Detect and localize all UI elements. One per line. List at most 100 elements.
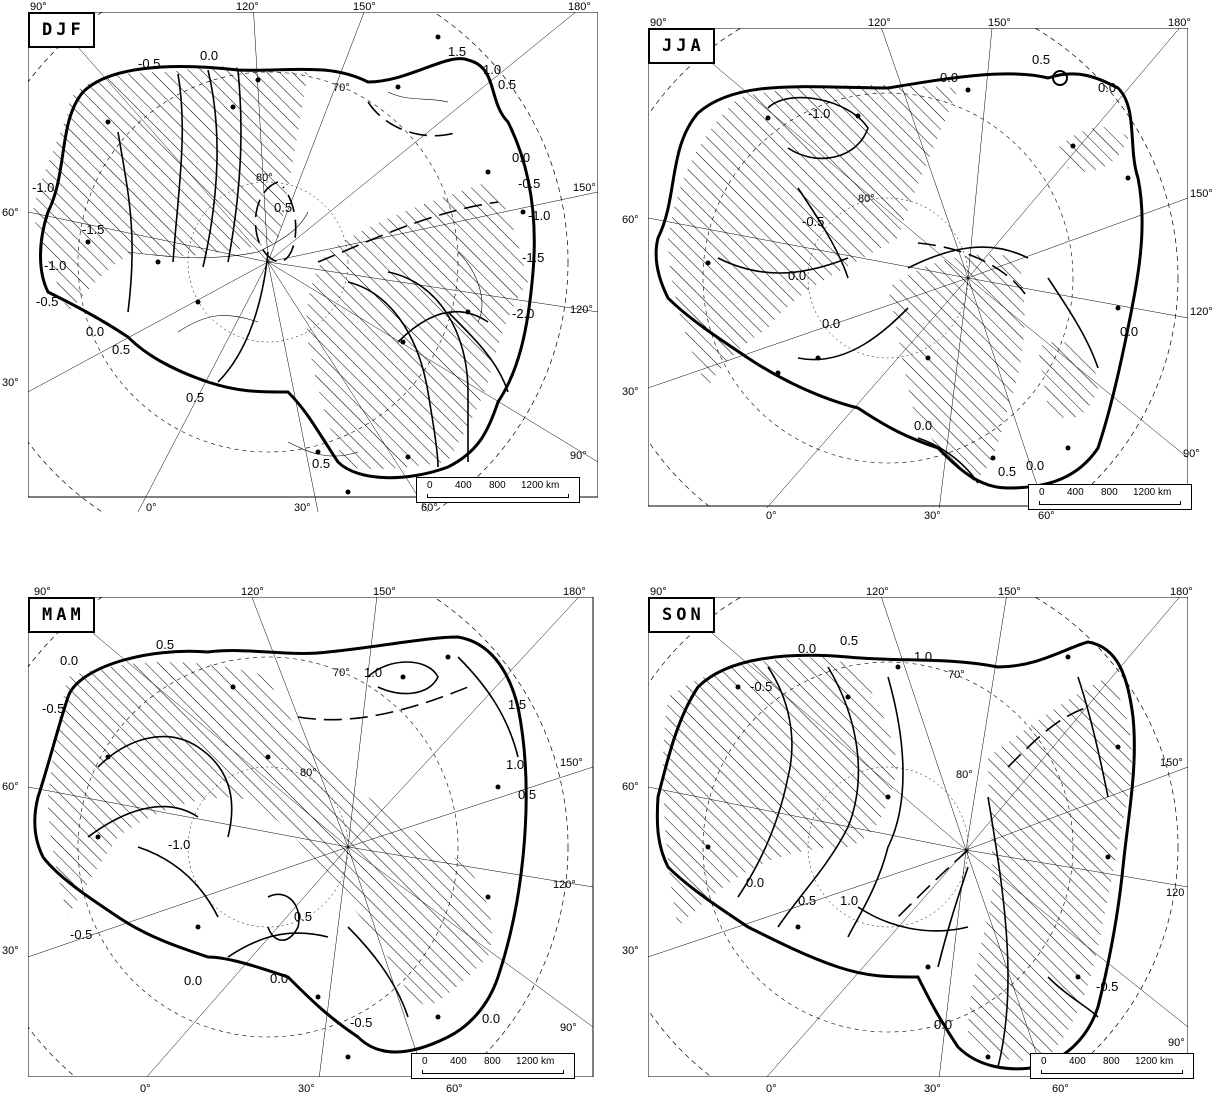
contour-label: -0.5 (350, 1015, 373, 1030)
contour-label: 0.0 (512, 150, 531, 165)
longitude-label: 60° (446, 1083, 463, 1095)
longitude-label: 30° (924, 510, 941, 522)
longitude-label: 0° (140, 1083, 151, 1095)
longitude-label: 0° (766, 1083, 777, 1095)
longitude-label: 60° (2, 207, 19, 219)
longitude-label: 30° (622, 945, 639, 957)
contour-label: 1.0 (364, 665, 383, 680)
contour-label: -0.5 (518, 176, 541, 191)
contour-label: 0.5 (294, 909, 313, 924)
longitude-label: 30° (2, 945, 19, 957)
distance-scale: 0 400 800 1200 km (416, 477, 580, 503)
longitude-label: 180° (1168, 17, 1191, 29)
contour-label: -0.5 (36, 294, 59, 309)
contour-label: 0.5 (518, 787, 537, 802)
contour-label: -0.5 (802, 214, 825, 229)
contour-label: 0.0 (86, 324, 105, 339)
contour-label: 0.0 (746, 875, 765, 890)
contour-label: 0.0 (914, 418, 933, 433)
longitude-label: 150° (353, 1, 376, 13)
contour-label: -0.5 (42, 701, 65, 716)
contour-label: 1.5 (448, 44, 467, 59)
contour-label: 0.0 (1026, 458, 1045, 473)
longitude-label: 180° (568, 1, 591, 13)
contour-label: 0.0 (788, 268, 807, 283)
svg-text:×: × (964, 846, 970, 857)
longitude-label: 150° (1160, 757, 1183, 769)
contour-label: 0.5 (274, 200, 293, 215)
longitude-label: 30° (294, 502, 311, 514)
contour-label: 0.0 (1120, 324, 1139, 339)
longitude-label: 120° (241, 586, 264, 598)
contour-label: 0.0 (1098, 80, 1117, 95)
map-panel-son: × SON 90° 120° 150° 180° 150° 120 90° 60… (622, 586, 1216, 1097)
contour-label: 0.5 (312, 456, 331, 471)
longitude-label: 90° (1168, 1037, 1185, 1049)
longitude-label: 60° (1038, 510, 1055, 522)
contour-label: -0.5 (138, 56, 161, 71)
latitude-label: 70° (948, 669, 965, 681)
longitude-label: 90° (650, 17, 667, 29)
contour-label: 0.5 (498, 77, 517, 92)
contour-label: -1.0 (528, 208, 551, 223)
longitude-label: 120° (868, 17, 891, 29)
contour-label: -0.5 (750, 679, 773, 694)
distance-scale: 0 400 800 1200 km (1030, 1053, 1194, 1079)
longitude-label: 60° (1052, 1083, 1069, 1095)
map-panel-jja: JJA 90° 120° 150° 180° 150° 120° 90° 60°… (622, 17, 1216, 528)
season-label: MAM (28, 597, 95, 633)
longitude-label: 120° (866, 586, 889, 598)
contour-label: 0.5 (798, 893, 817, 908)
contour-label: 0.5 (156, 637, 175, 652)
contour-label: -2.0 (512, 306, 535, 321)
longitude-label: 30° (2, 377, 19, 389)
longitude-label: 180° (563, 586, 586, 598)
longitude-label: 60° (2, 781, 19, 793)
longitude-label: 0° (766, 510, 777, 522)
contour-label: 0.0 (822, 316, 841, 331)
map-canvas-jja (648, 28, 1188, 508)
season-label: JJA (648, 28, 715, 64)
season-label: DJF (28, 12, 95, 48)
contour-label: 0.5 (1032, 52, 1051, 67)
contour-label: 0.0 (934, 1017, 953, 1032)
longitude-label: 90° (560, 1022, 577, 1034)
latitude-label: 80° (256, 172, 273, 184)
contour-label: 0.5 (998, 464, 1017, 479)
contour-label: 0.0 (60, 653, 79, 668)
contour-label: 0.5 (840, 633, 859, 648)
contour-label: 1.0 (840, 893, 859, 908)
map-panel-mam: MAM 90° 120° 150° 180° 150° 120° 90° 60°… (2, 586, 598, 1097)
longitude-label: 120° (236, 1, 259, 13)
longitude-label: 150° (988, 17, 1011, 29)
map-panel-djf: DJF 90° 120° 150° 180° 150° 120° 90° 60°… (2, 1, 598, 514)
contour-label: 0.0 (200, 48, 219, 63)
contour-label: -1.5 (522, 250, 545, 265)
longitude-label: 150° (998, 586, 1021, 598)
contour-label: 0.0 (270, 971, 289, 986)
latitude-label: 70° (333, 667, 350, 679)
contour-label: -0.5 (70, 927, 93, 942)
longitude-label: 0° (146, 502, 157, 514)
contour-label: -1.5 (82, 222, 105, 237)
longitude-label: 120° (570, 304, 593, 316)
contour-label: 0.0 (184, 973, 203, 988)
longitude-label: 90° (1183, 448, 1200, 460)
longitude-label: 90° (30, 1, 47, 13)
contour-label: 0.0 (940, 70, 959, 85)
contour-label: 1.0 (483, 62, 502, 77)
longitude-label: 150° (1190, 188, 1213, 200)
distance-scale: 0 400 800 1200 km (411, 1053, 575, 1079)
contour-label: -1.0 (44, 258, 67, 273)
latitude-label: 80° (956, 769, 973, 781)
contour-label: 0.5 (112, 342, 131, 357)
contour-label: 0.0 (798, 641, 817, 656)
longitude-label: 150° (573, 182, 596, 194)
latitude-label: 80° (858, 193, 875, 205)
contour-label: -1.0 (808, 106, 831, 121)
longitude-label: 60° (622, 781, 639, 793)
contour-label: -0.5 (1096, 979, 1119, 994)
longitude-label: 180° (1170, 586, 1193, 598)
contour-label: 0.5 (186, 390, 205, 405)
longitude-label: 60° (622, 214, 639, 226)
